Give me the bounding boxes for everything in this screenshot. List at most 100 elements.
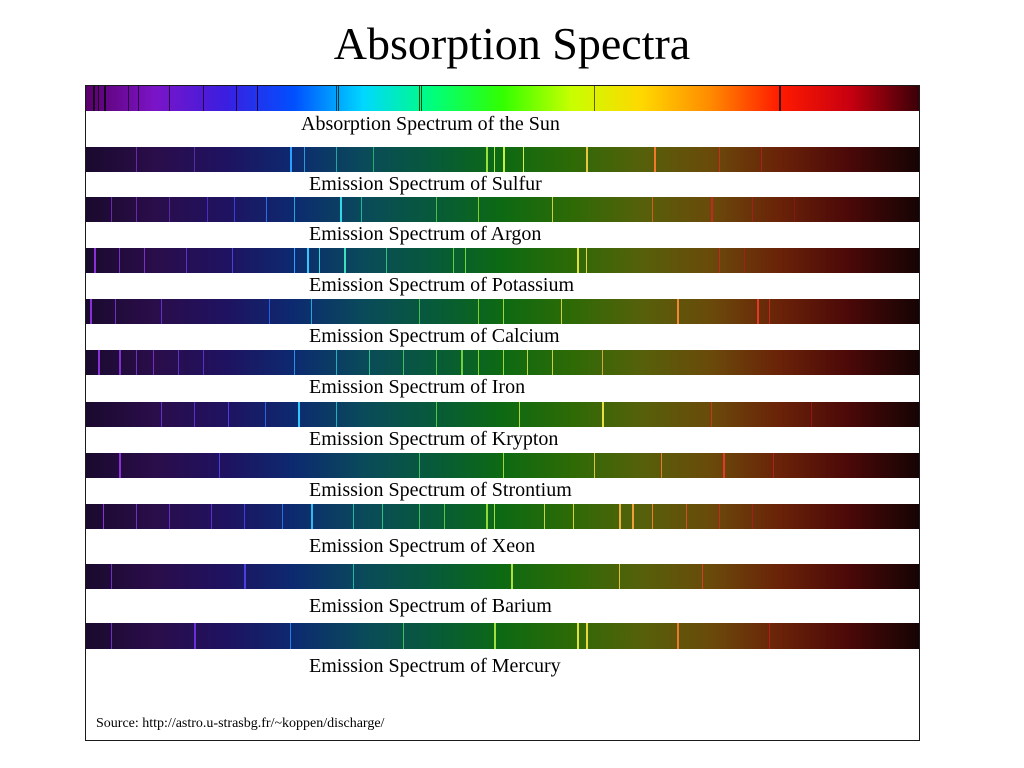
emission-line <box>307 248 309 273</box>
emission-line <box>119 248 120 273</box>
absorption-line <box>236 86 237 111</box>
spectrum-band <box>86 86 919 111</box>
spectrum-gradient <box>86 248 919 273</box>
emission-line <box>652 504 653 529</box>
emission-line <box>478 299 479 324</box>
spectrum-label: Emission Spectrum of Potassium <box>309 274 574 296</box>
emission-line <box>211 504 212 529</box>
emission-line <box>757 299 759 324</box>
emission-line <box>702 564 703 589</box>
emission-line <box>294 248 295 273</box>
emission-line <box>723 453 725 478</box>
absorption-line <box>138 86 139 111</box>
absorption-line <box>169 86 170 111</box>
spectrum-gradient <box>86 299 919 324</box>
spectra-figure: Absorption Spectrum of the Sun Emission S… <box>85 85 920 741</box>
emission-line <box>353 504 354 529</box>
spectrum-gradient <box>86 504 919 529</box>
emission-line <box>654 147 656 172</box>
emission-line <box>344 248 346 273</box>
emission-line <box>419 453 420 478</box>
emission-line <box>503 147 505 172</box>
emission-line <box>769 623 770 649</box>
emission-line <box>586 147 588 172</box>
spectrum-gradient <box>86 197 919 222</box>
spectrum-band <box>86 453 919 478</box>
emission-line <box>486 504 488 529</box>
emission-line <box>269 299 270 324</box>
emission-line <box>219 453 220 478</box>
emission-line <box>336 402 337 427</box>
spectrum-gradient <box>86 350 919 375</box>
absorption-line <box>104 86 106 111</box>
emission-line <box>98 350 100 375</box>
spectrum-band <box>86 402 919 427</box>
emission-line <box>115 299 116 324</box>
emission-line <box>794 197 795 222</box>
spectrum-label: Emission Spectrum of Krypton <box>309 428 559 450</box>
emission-line <box>194 623 196 649</box>
emission-line <box>573 504 574 529</box>
spectrum-band <box>86 623 919 649</box>
emission-line <box>619 564 620 589</box>
emission-line <box>382 504 383 529</box>
emission-line <box>403 350 404 375</box>
emission-line <box>719 248 720 273</box>
emission-line <box>336 147 337 172</box>
emission-line <box>353 564 354 589</box>
emission-line <box>478 197 479 222</box>
emission-line <box>161 299 162 324</box>
emission-line <box>336 350 337 375</box>
emission-line <box>144 248 145 273</box>
emission-line <box>386 248 387 273</box>
emission-line <box>136 504 137 529</box>
emission-line <box>453 248 454 273</box>
emission-line <box>602 402 604 427</box>
absorption-line <box>203 86 204 111</box>
spectrum-band <box>86 350 919 375</box>
absorption-line <box>257 86 258 111</box>
emission-line <box>103 504 104 529</box>
spectrum-band <box>86 197 919 222</box>
emission-line <box>228 402 229 427</box>
emission-line <box>461 350 463 375</box>
spectrum-label: Emission Spectrum of Barium <box>309 595 552 617</box>
emission-line <box>111 197 112 222</box>
emission-line <box>552 350 553 375</box>
emission-line <box>234 197 235 222</box>
source-caption: Source: http://astro.u-strasbg.fr/~koppe… <box>96 716 385 731</box>
emission-line <box>153 350 154 375</box>
emission-line <box>311 504 313 529</box>
emission-line <box>361 197 362 222</box>
spectrum-label: Emission Spectrum of Iron <box>309 376 526 398</box>
emission-line <box>773 453 774 478</box>
emission-line <box>511 564 513 589</box>
absorption-line <box>338 86 339 111</box>
emission-line <box>632 504 634 529</box>
spectrum-label: Emission Spectrum of Sulfur <box>309 173 542 195</box>
spectrum-gradient <box>86 623 919 649</box>
emission-line <box>244 504 245 529</box>
emission-line <box>494 147 495 172</box>
emission-line <box>244 564 246 589</box>
emission-line <box>744 248 745 273</box>
emission-line <box>136 197 137 222</box>
emission-line <box>652 197 653 222</box>
emission-line <box>436 197 437 222</box>
spectrum-band <box>86 147 919 172</box>
emission-line <box>161 402 162 427</box>
emission-line <box>436 402 437 427</box>
emission-line <box>602 350 603 375</box>
emission-line <box>419 299 420 324</box>
emission-line <box>619 504 621 529</box>
emission-line <box>711 402 712 427</box>
emission-line <box>752 504 753 529</box>
absorption-line <box>336 86 337 111</box>
emission-line <box>686 504 687 529</box>
emission-line <box>419 504 420 529</box>
spectrum-label: Emission Spectrum of Argon <box>309 223 542 245</box>
emission-line <box>586 248 587 273</box>
emission-line <box>294 197 295 222</box>
absorption-line <box>128 86 129 111</box>
